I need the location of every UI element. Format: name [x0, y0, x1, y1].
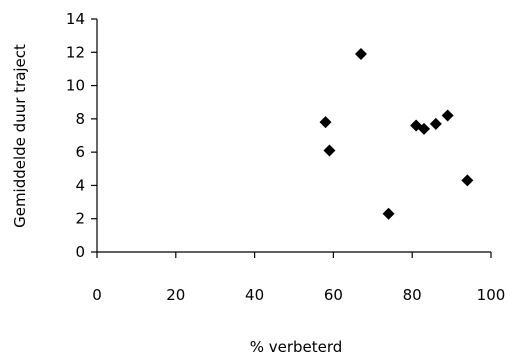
x-tick-label: 40	[245, 286, 264, 304]
y-tick-label: 4	[75, 176, 85, 194]
y-tick-label: 2	[75, 210, 85, 228]
data-point	[441, 109, 454, 122]
data-point	[319, 116, 332, 129]
y-axis-title: Gemiddelde duur traject	[11, 44, 29, 228]
x-tick-label: 0	[92, 286, 102, 304]
y-tick-label: 14	[66, 10, 85, 28]
x-tick-label: 80	[403, 286, 422, 304]
y-tick-label: 12	[66, 43, 85, 61]
data-points	[319, 47, 474, 220]
y-tick-label: 6	[75, 143, 85, 161]
data-point	[382, 207, 395, 220]
data-point	[418, 122, 431, 135]
data-point	[429, 117, 442, 130]
y-tick-label: 10	[66, 77, 85, 95]
y-tick-label: 0	[75, 243, 85, 261]
y-ticks: 0 2 4 6 8 10 12 14	[66, 10, 97, 261]
x-tick-label: 60	[324, 286, 343, 304]
y-tick-label: 8	[75, 110, 85, 128]
x-axis-title: % verbeterd	[250, 338, 343, 356]
x-ticks: 0 20 40 60 80 100	[92, 252, 505, 304]
x-tick-label: 100	[477, 286, 506, 304]
data-point	[323, 144, 336, 157]
data-point	[461, 174, 474, 187]
axes	[96, 19, 491, 253]
data-point	[354, 47, 367, 60]
x-tick-label: 20	[166, 286, 185, 304]
